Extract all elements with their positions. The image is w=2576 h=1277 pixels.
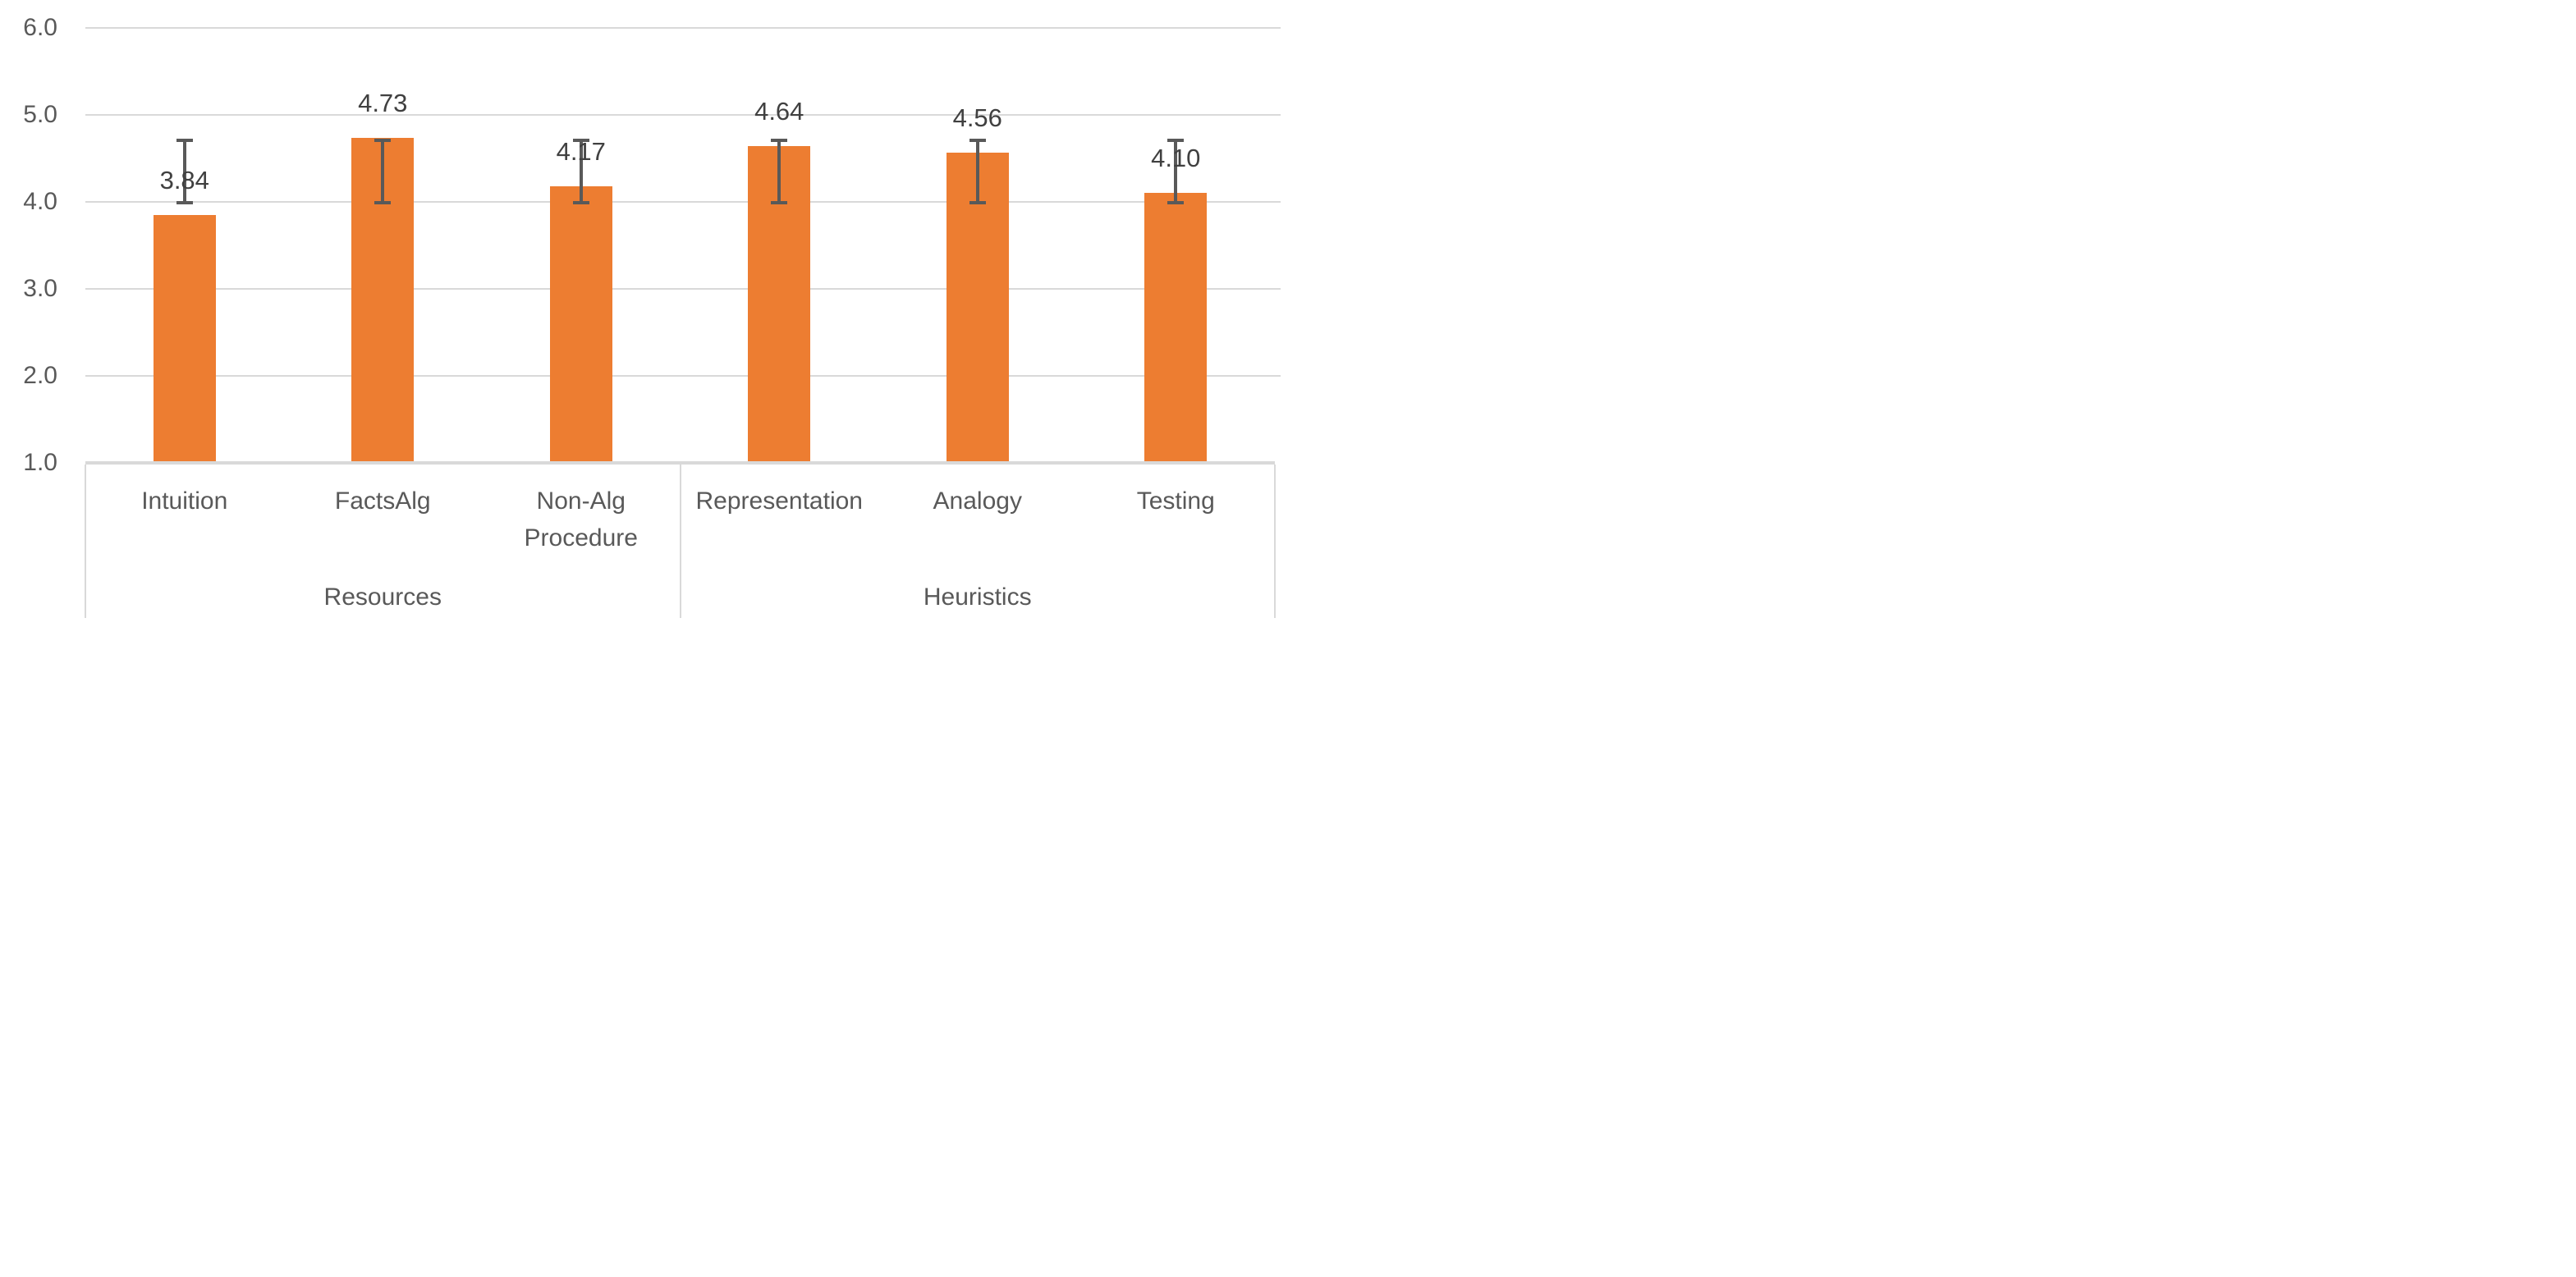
error-bar-cap-bottom: [969, 200, 986, 204]
bar-non-alg-procedure: [549, 186, 612, 465]
error-bar-cap-top: [969, 139, 986, 143]
error-bar-line: [381, 140, 385, 203]
error-bar-cap-top: [771, 139, 788, 143]
category-label: Representation: [695, 487, 863, 515]
gridline: [85, 200, 1281, 203]
error-bar-cap-bottom: [572, 200, 589, 204]
error-bar-cap-top: [572, 139, 589, 143]
category-box-border: [1274, 464, 1276, 618]
category-box-border: [679, 464, 681, 618]
error-bar-line: [777, 140, 782, 203]
error-bar-cap-top: [374, 139, 392, 143]
y-axis-tick-label: 6.0: [23, 13, 57, 41]
y-axis-tick-label: 3.0: [23, 274, 57, 302]
bar-analogy: [946, 153, 1009, 465]
x-axis-line: [85, 460, 1275, 465]
y-axis-tick-label: 4.0: [23, 187, 57, 215]
error-bar-line: [975, 140, 979, 203]
bar-testing: [1144, 192, 1208, 465]
error-bar-cap-bottom: [176, 200, 193, 204]
gridline: [85, 287, 1281, 290]
error-bar-cap-bottom: [1167, 200, 1185, 204]
value-label: 4.56: [952, 103, 1002, 133]
y-axis-tick-label: 2.0: [23, 361, 57, 389]
error-bar-line: [1174, 140, 1178, 203]
category-label: Non-Alg: [536, 487, 626, 515]
category-label: FactsAlg: [334, 487, 431, 515]
group-label: Heuristics: [923, 584, 1032, 611]
error-bar-cap-top: [1167, 139, 1185, 143]
category-label: Intuition: [141, 487, 228, 515]
category-label: Procedure: [524, 524, 638, 552]
value-label: 4.64: [754, 96, 804, 126]
y-axis-tick-label: 5.0: [23, 100, 57, 128]
value-label: 4.17: [556, 137, 606, 167]
error-bar-cap-top: [176, 139, 193, 143]
error-bar-line: [182, 140, 186, 203]
error-bar-line: [579, 140, 583, 203]
y-axis-tick-label: 1.0: [23, 448, 57, 476]
value-label: 4.10: [1151, 143, 1201, 172]
value-label: 4.73: [358, 89, 408, 118]
category-box-border: [85, 464, 86, 618]
gridline: [85, 113, 1281, 116]
bar-intuition: [153, 215, 216, 465]
gridline: [85, 26, 1281, 29]
value-label: 3.84: [159, 166, 209, 195]
gridline: [85, 374, 1281, 377]
error-bar-cap-bottom: [771, 200, 788, 204]
group-label: Resources: [323, 584, 442, 611]
bar-chart: 6.0 5.0 4.0 3.0 2.0 1.0 3.84 4.73 4.17 4.64 4.56 4.…: [0, 0, 1288, 638]
category-label: Analogy: [933, 487, 1022, 515]
error-bar-cap-bottom: [374, 200, 392, 204]
category-label: Testing: [1136, 487, 1215, 515]
